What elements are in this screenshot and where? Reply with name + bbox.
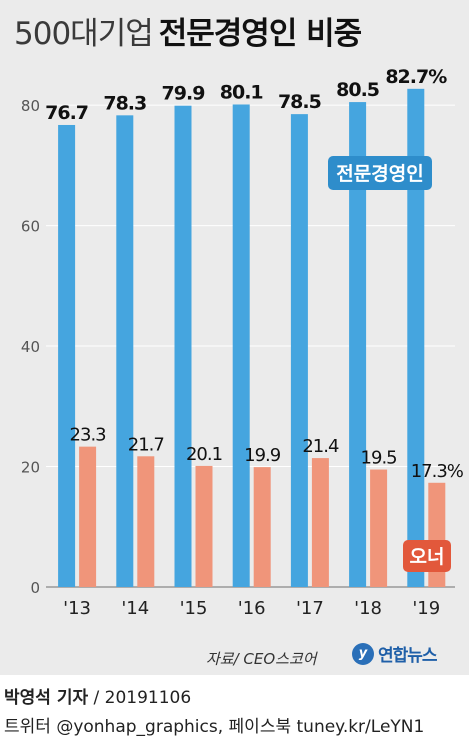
x-tick-label: '13 [63,598,91,619]
data-label: 82.7% [385,66,447,88]
data-label: 19.5 [361,448,397,469]
bar-chart: 0 20 40 60 80 76.7 23.3 '13 78.3 21.7 '14 79.9 20.1 '… [21,66,465,619]
bar-owner [137,456,155,587]
bar-professional [116,115,134,587]
data-label: 21.4 [302,436,339,457]
credit-date: / 20191106 [88,688,192,708]
yonhap-logo-icon: y [352,642,374,665]
bar-professional [349,102,367,587]
source-note: 자료/ CEO스코어 [206,650,317,668]
y-tick-label: 80 [21,97,40,115]
x-tick-label: '16 [238,598,266,619]
bar-professional [290,114,308,587]
bar-owner [253,467,271,587]
data-label: 17.3% [411,461,464,482]
credit-line: 박영석 기자 / 20191106 [4,683,191,708]
title-light: 500대기업 [14,16,154,52]
series-tag-professional: 전문경영인 [336,163,423,185]
x-tick-label: '15 [180,598,208,619]
bar-professional [407,88,425,587]
bar-professional [174,105,192,587]
reporter-name: 박영석 기자 [4,688,89,708]
chart-title: 500대기업 전문경영인 비중 [14,8,362,53]
data-label: 21.7 [128,434,164,455]
x-tick-label: '14 [121,598,149,619]
data-label: 78.3 [103,92,146,114]
bar-owner [311,458,329,587]
bar-owner [195,465,213,587]
bar-professional [232,104,250,587]
series-tag-professional-box [328,156,432,190]
x-tick-label: '17 [296,598,324,619]
x-tick-label: '19 [412,598,440,619]
data-label: 23.3 [70,425,107,446]
chart-card: 500대기업 전문경영인 비중 0 20 40 60 80 76.7 23.3 '13 78.3 2… [0,0,469,675]
y-tick-label: 20 [21,459,40,477]
y-tick-label: 40 [21,338,40,356]
series-tag-owner: 오너 [410,546,445,568]
data-label: 80.1 [220,81,263,103]
y-tick-label: 0 [30,579,40,597]
title-bold: 전문경영인 비중 [158,16,362,52]
data-label: 78.5 [278,91,321,113]
bar-owner [79,446,97,587]
yonhap-logo: y 연합뉴스 [352,641,438,666]
data-label: 20.1 [186,444,222,465]
series-tag-owner-box [403,540,451,572]
bar-professional [58,124,76,587]
bar-owner [370,469,388,587]
x-tick-label: '18 [354,598,382,619]
yonhap-logo-text: 연합뉴스 [378,646,438,666]
data-label: 79.9 [162,83,205,105]
data-label: 80.5 [336,79,379,101]
social-line: 트위터 @yonhap_graphics, 페이스북 tuney.kr/LeYN… [4,717,425,737]
data-label: 19.9 [244,445,281,466]
data-label: 76.7 [45,102,88,124]
y-tick-label: 60 [21,218,40,236]
